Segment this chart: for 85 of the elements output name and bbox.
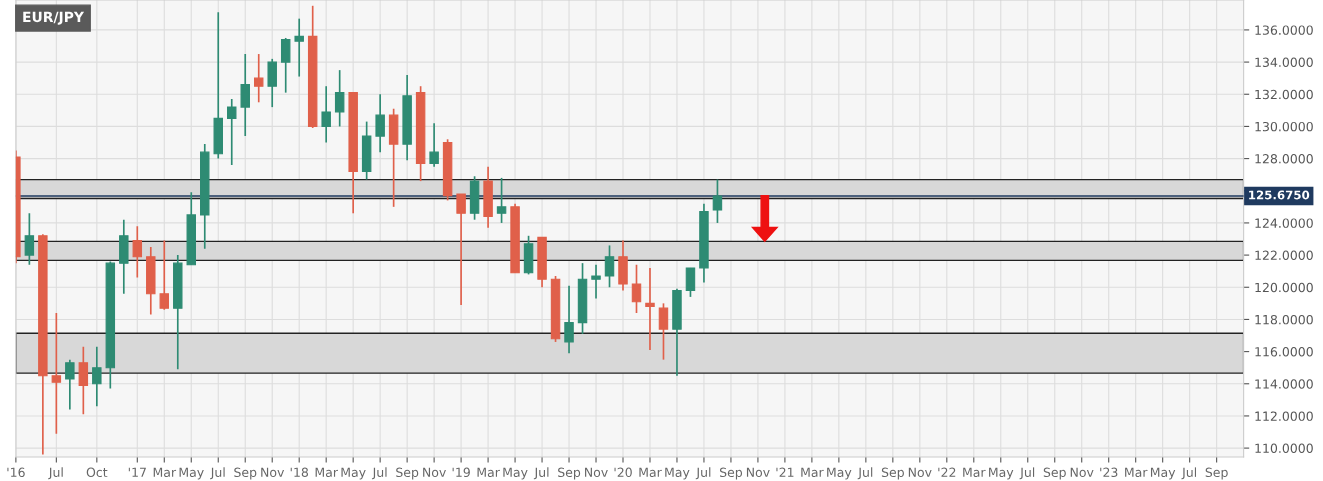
x-tick-label: '18 [290,467,309,478]
x-tick-label: Mar [801,467,824,478]
candlestick [132,225,143,279]
x-tick-label: Mar [1125,467,1148,478]
x-tick-label: Nov [908,467,932,478]
x-tick-label: Mar [477,467,500,478]
x-tick-label: Mar [153,467,177,478]
x-tick-label: Jul [695,467,711,480]
candlestick [591,263,601,300]
text: EUR/JPY [23,11,85,25]
candlestick [334,69,345,128]
candlestick [253,53,264,104]
x-tick-label: Nov [585,467,608,478]
y-tick-label: 134.0000 [1255,57,1313,68]
candlestick [564,284,574,355]
x-tick-label: Sep [1205,467,1228,480]
candlestick [240,53,250,137]
x-tick-label: Sep [1043,467,1066,480]
y-tick-label: 116.0000 [1255,347,1313,357]
candlestick [227,98,237,166]
x-tick-label: Jul [533,467,549,480]
x-tick-label: Oct [86,467,108,478]
candlestick [51,312,62,435]
x-tick-label: '16 [7,467,25,478]
x-tick-label: Jul [857,467,873,480]
y-tick-label: 120.0000 [1255,282,1313,293]
y-tick-label: 112.0000 [1255,411,1313,421]
x-tick-label: May [179,467,204,480]
x-tick-label: Nov [746,467,770,478]
x-tick-label: Jul [371,467,387,480]
candlestick [92,345,102,408]
x-tick-label: May [989,467,1014,480]
x-tick-label: Sep [558,467,581,480]
candlestick [604,244,615,289]
candlestick [375,93,385,153]
x-tick-label: '21 [776,467,794,477]
x-tick-label: '19 [452,467,470,478]
x-tick-label: May [1150,467,1176,480]
ref-line-label: 125.6750 [1249,190,1310,200]
y-tick-label: 136.0000 [1255,25,1313,35]
candlestick [685,267,696,298]
x-tick-label: May [503,467,528,480]
x-tick-label: Sep [234,467,257,480]
y-tick-label: 130.0000 [1255,121,1313,132]
x-tick-label: Nov [423,467,446,478]
y-tick-label: 114.0000 [1255,379,1313,389]
candlestick [429,122,439,168]
x-tick-label: May [665,467,690,480]
candlestick [645,267,655,351]
candlestick [631,263,642,314]
x-tick-label: '23 [1100,467,1118,478]
candlestick [65,358,75,411]
x-tick-label: Jul [1181,467,1197,480]
x-tick-label: Sep [719,467,743,480]
x-tick-label: '20 [614,467,632,478]
candlestick [78,345,89,416]
candlestick [159,239,170,311]
y-tick-label: 118.0000 [1255,314,1313,325]
candlestick [658,302,669,361]
candlestick [712,178,723,224]
candlestick [321,85,331,144]
x-tick-label: Jul [1019,467,1035,480]
candlestick [496,177,507,224]
x-tick-label: Mar [963,467,986,478]
x-tick-label: Sep [881,467,904,480]
y-tick-label: 124.0000 [1255,218,1313,228]
x-tick-label: '22 [938,467,956,477]
x-tick-label: Mar [315,467,338,478]
candlestick [24,212,35,266]
y-tick-label: 122.0000 [1255,250,1313,261]
y-tick-label: 128.0000 [1255,154,1313,164]
y-tick-label: 110.0000 [1255,443,1313,454]
x-tick-label: Jul [210,467,225,480]
x-tick-label: Mar [639,467,662,478]
x-tick-label: May [827,467,852,480]
x-tick-label: May [341,467,366,480]
candlestick [294,17,304,78]
candlestick [456,193,466,306]
y-tick-label: 132.0000 [1255,89,1313,100]
candlestick [280,37,291,94]
x-tick-label: Sep [396,467,419,480]
x-tick-label: Nov [1070,467,1094,478]
x-tick-label: Nov [261,467,285,478]
x-tick-label: '17 [128,467,146,477]
x-tick-label: Jul [48,467,63,480]
